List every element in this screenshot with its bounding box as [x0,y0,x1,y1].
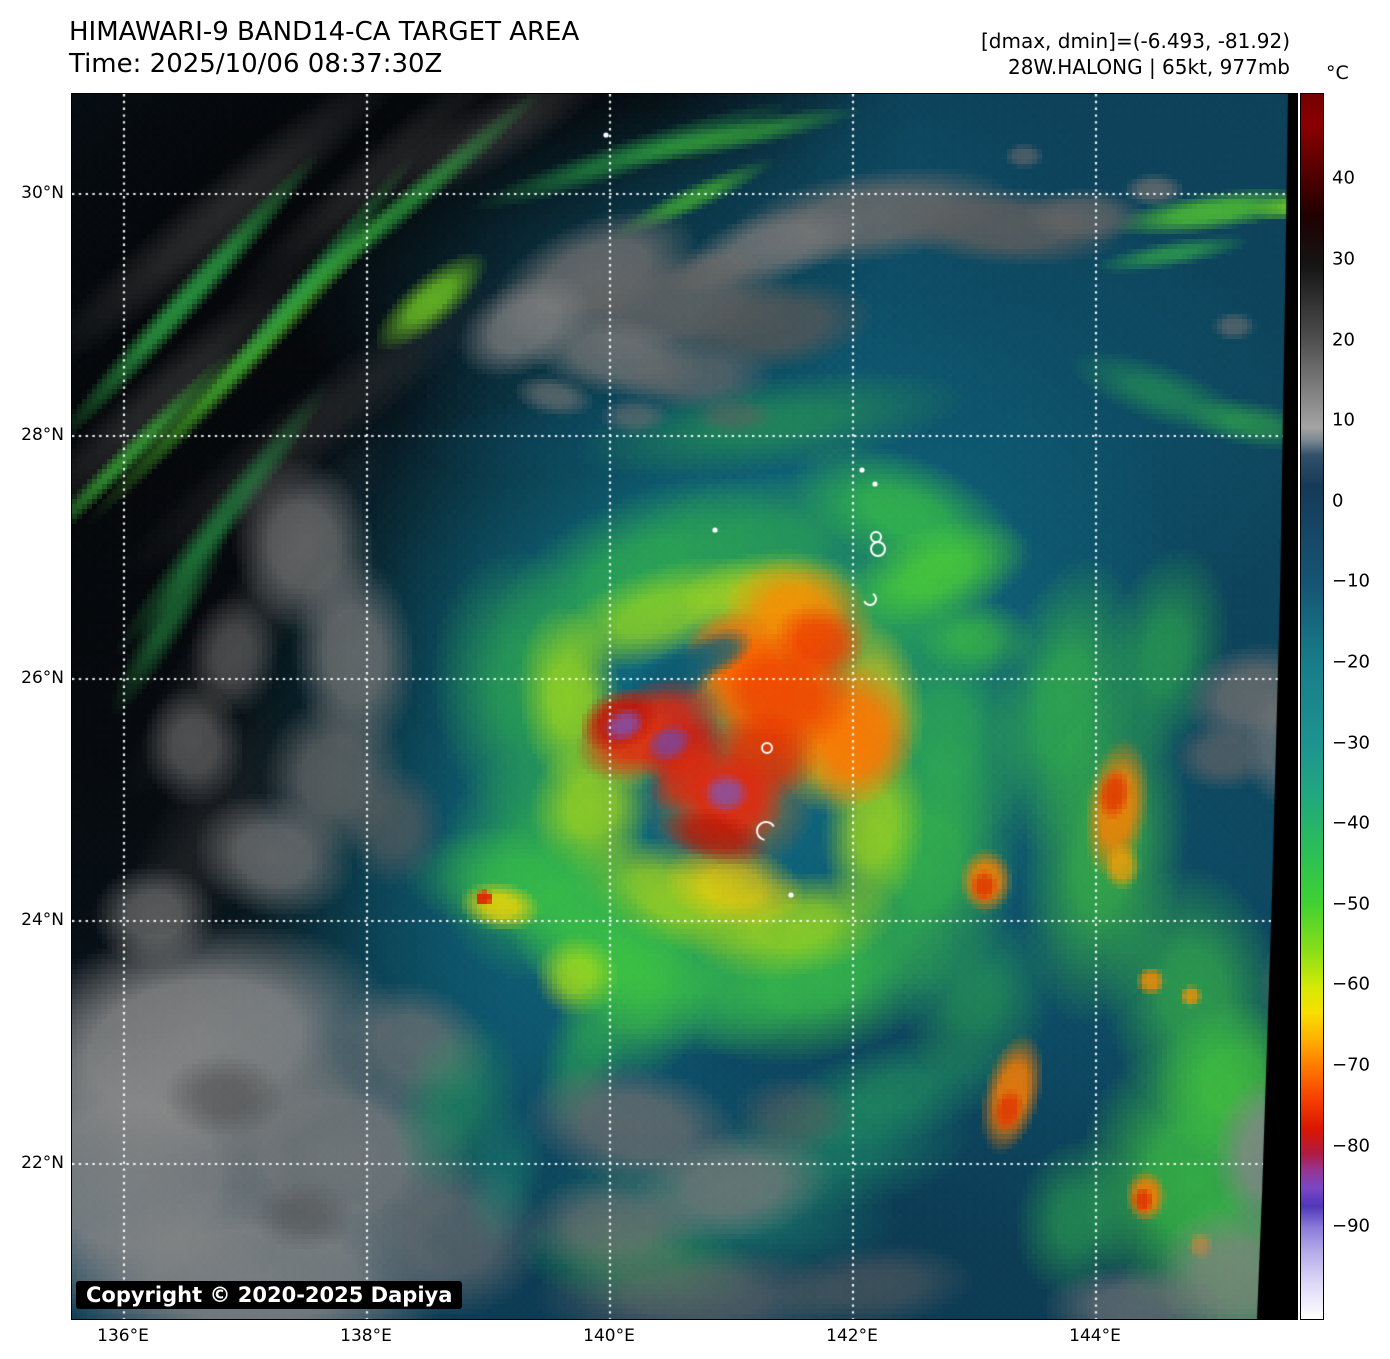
colorbar-tick-label: 0 [1332,490,1344,512]
lon-tick-label: 138°E [340,1326,392,1346]
colorbar-tick-label: −90 [1332,1215,1370,1237]
lat-tick-label: 24°N [21,910,64,930]
satellite-map-frame [71,93,1298,1320]
colorbar-tick-label: 20 [1332,329,1355,351]
header-right-info: [dmax, dmin]=(-6.493, -81.92) 28W.HALONG… [981,28,1290,80]
colorbar-tick-label: −10 [1332,570,1370,592]
lon-tick-label: 136°E [97,1326,149,1346]
colorbar-tick-label: −60 [1332,973,1370,995]
map-grid-overlay-canvas [72,94,1297,1319]
copyright-badge: Copyright © 2020-2025 Dapiya [76,1281,463,1309]
lat-tick-label: 28°N [21,425,64,445]
colorbar-unit-label: °C [1326,62,1349,84]
colorbar-tick-label: −50 [1332,893,1370,915]
colorbar-tick-label: 10 [1332,409,1355,431]
timestamp-label: Time: 2025/10/06 08:37:30Z [69,49,443,79]
colorbar-tick-label: −20 [1332,651,1370,673]
colorbar-tick-label: −80 [1332,1135,1370,1157]
page-title: HIMAWARI-9 BAND14-CA TARGET AREA [69,17,580,47]
dmax-dmin-label: [dmax, dmin]=(-6.493, -81.92) [980,29,1290,53]
colorbar-tick-label: −30 [1332,732,1370,754]
colorbar-tick-label: 30 [1332,248,1355,270]
colorbar [1300,93,1324,1320]
colorbar-tick-label: −70 [1332,1054,1370,1076]
lon-tick-label: 142°E [826,1326,878,1346]
lon-tick-label: 144°E [1069,1326,1121,1346]
storm-info-label: 28W.HALONG | 65kt, 977mb [1007,55,1290,79]
colorbar-tick-label: −40 [1332,812,1370,834]
lon-tick-label: 140°E [583,1326,635,1346]
lat-tick-label: 30°N [21,183,64,203]
lat-tick-label: 22°N [21,1153,64,1173]
colorbar-tick-label: 40 [1332,167,1355,189]
lat-tick-label: 26°N [21,668,64,688]
